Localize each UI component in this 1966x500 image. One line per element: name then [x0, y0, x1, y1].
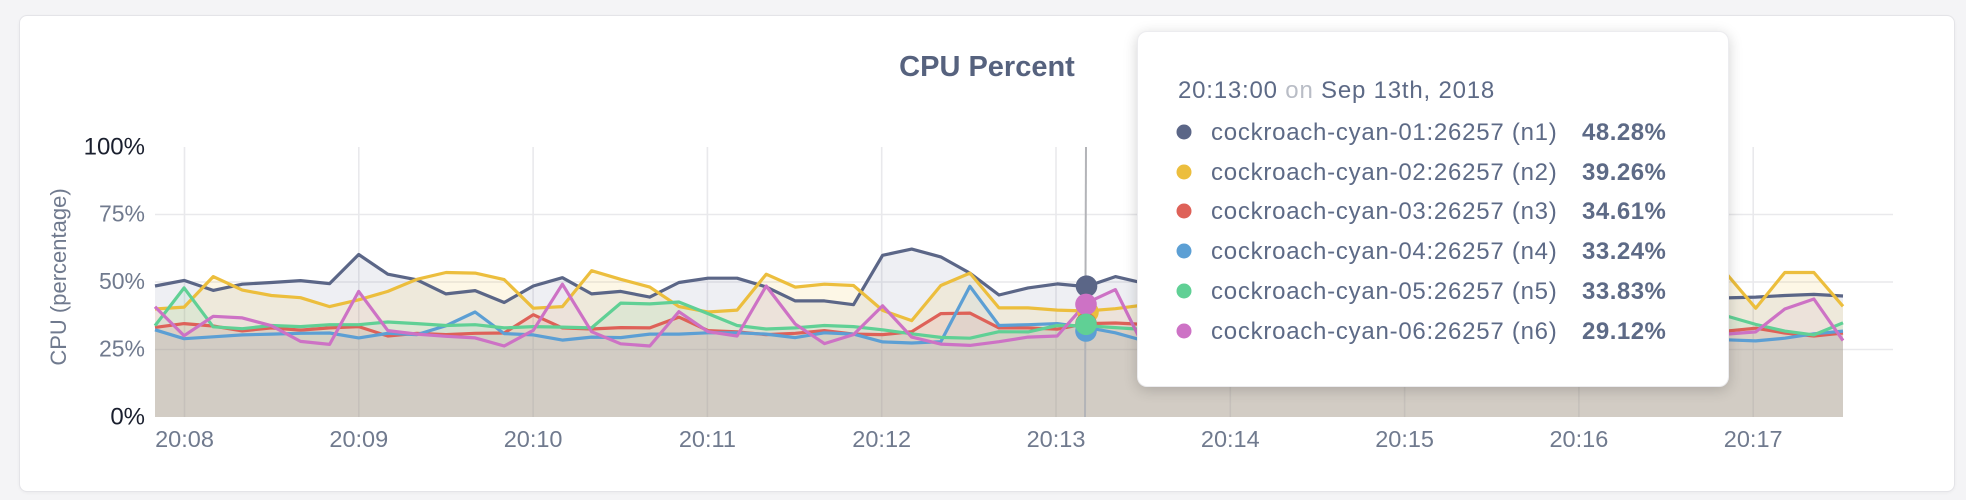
svg-text:CPU Percent: CPU Percent — [899, 51, 1075, 83]
svg-text:50%: 50% — [99, 268, 145, 294]
svg-text:48.28%: 48.28% — [1582, 119, 1666, 146]
svg-text:cockroach-cyan-06:26257 (n6): cockroach-cyan-06:26257 (n6) — [1211, 318, 1558, 345]
svg-text:20:12: 20:12 — [852, 426, 911, 452]
svg-text:20:17: 20:17 — [1724, 426, 1783, 452]
svg-text:75%: 75% — [99, 201, 145, 227]
svg-text:20:16: 20:16 — [1549, 426, 1608, 452]
svg-text:cockroach-cyan-03:26257 (n3): cockroach-cyan-03:26257 (n3) — [1211, 198, 1558, 225]
svg-text:20:13:00 on Sep 13th, 2018: 20:13:00 on Sep 13th, 2018 — [1178, 77, 1495, 104]
svg-text:cockroach-cyan-01:26257 (n1): cockroach-cyan-01:26257 (n1) — [1211, 119, 1558, 146]
svg-text:20:09: 20:09 — [329, 426, 388, 452]
svg-text:29.12%: 29.12% — [1582, 318, 1666, 345]
svg-text:25%: 25% — [99, 336, 145, 362]
svg-text:cockroach-cyan-04:26257 (n4): cockroach-cyan-04:26257 (n4) — [1211, 238, 1558, 265]
svg-text:20:08: 20:08 — [155, 426, 214, 452]
svg-text:34.61%: 34.61% — [1582, 198, 1666, 225]
svg-text:cockroach-cyan-05:26257 (n5): cockroach-cyan-05:26257 (n5) — [1211, 278, 1558, 305]
svg-text:20:15: 20:15 — [1375, 426, 1434, 452]
svg-text:39.26%: 39.26% — [1582, 159, 1666, 186]
svg-text:20:13: 20:13 — [1027, 426, 1086, 452]
svg-text:20:14: 20:14 — [1201, 426, 1260, 452]
svg-text:20:10: 20:10 — [504, 426, 563, 452]
svg-text:100%: 100% — [84, 133, 145, 160]
svg-text:0%: 0% — [110, 403, 145, 430]
svg-text:33.24%: 33.24% — [1582, 238, 1666, 265]
svg-text:20:11: 20:11 — [679, 426, 736, 452]
svg-text:cockroach-cyan-02:26257 (n2): cockroach-cyan-02:26257 (n2) — [1211, 159, 1558, 186]
svg-text:33.83%: 33.83% — [1582, 278, 1666, 305]
svg-text:CPU (percentage): CPU (percentage) — [46, 188, 71, 365]
